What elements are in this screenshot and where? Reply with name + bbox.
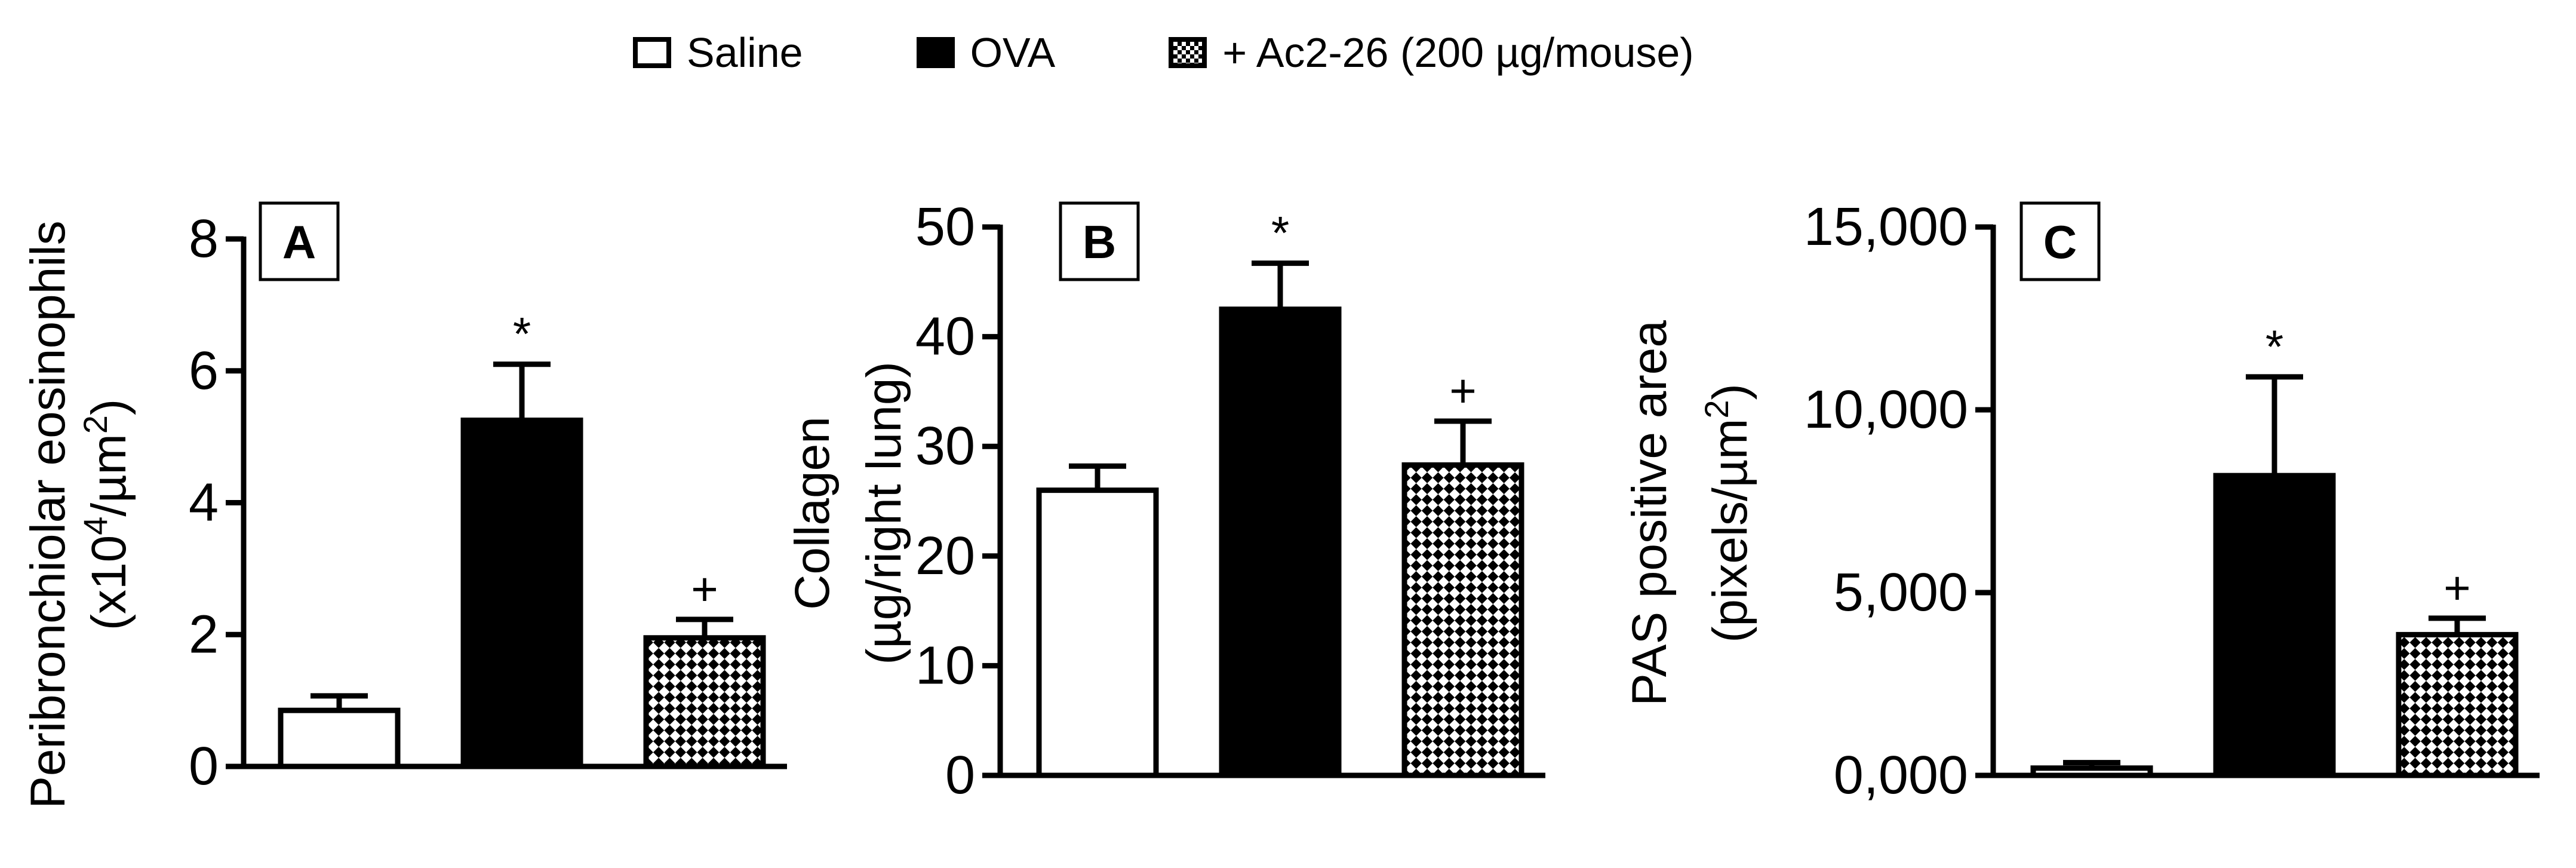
y-label-a-part-1: 4 bbox=[76, 517, 114, 535]
y-label-c-line1: PAS positive area bbox=[1622, 320, 1677, 706]
panel-box-b bbox=[1059, 201, 1140, 281]
panel-label-a: A bbox=[282, 216, 316, 268]
bar-c-0 bbox=[2030, 765, 2153, 778]
bar-b-0 bbox=[1036, 487, 1159, 778]
y-tick-label-a-3: 6 bbox=[189, 341, 219, 401]
y-label-a-part-3: 2 bbox=[76, 415, 114, 434]
panel-box-a bbox=[259, 201, 340, 281]
legend-label-saline: Saline bbox=[687, 29, 803, 76]
y-tick-label-c-2: 10,000 bbox=[1804, 380, 1968, 440]
y-label-c-part-0: (pixels/µm bbox=[1703, 419, 1757, 643]
bar-a-0 bbox=[278, 707, 401, 769]
legend-swatch-saline bbox=[633, 37, 671, 68]
y-tick-label-a-4: 8 bbox=[189, 209, 219, 269]
y-tick-label-b-0: 0 bbox=[945, 746, 975, 805]
y-tick-label-b-4: 40 bbox=[915, 307, 975, 367]
y-label-c-part-4: ) bbox=[1703, 384, 1757, 400]
legend-item-ac2-26: + Ac2-26 (200 µg/mouse) bbox=[1169, 29, 1694, 76]
bar-c-2 bbox=[2396, 631, 2519, 778]
annotation-b-2: + bbox=[1449, 364, 1477, 417]
legend-label-ac2-26: + Ac2-26 (200 µg/mouse) bbox=[1222, 29, 1694, 76]
legend-swatch-ova bbox=[916, 37, 955, 68]
annotation-a-2: + bbox=[691, 563, 718, 615]
legend-label-ova: OVA bbox=[970, 29, 1056, 76]
legend: Saline OVA + Ac2-26 (200 µg/mouse) bbox=[633, 29, 1807, 76]
legend-item-saline: Saline bbox=[633, 29, 803, 76]
y-tick-label-b-2: 20 bbox=[915, 526, 975, 586]
bar-b-2 bbox=[1401, 462, 1524, 778]
y-label-c-part-1: 2 bbox=[1698, 400, 1735, 418]
y-label-c-line2: (pixels/µm2) bbox=[1698, 384, 1758, 643]
y-tick-label-a-2: 4 bbox=[189, 473, 219, 533]
y-label-a-part-2: /µm bbox=[82, 434, 136, 516]
y-tick-label-c-0: 0,000 bbox=[1834, 746, 1968, 805]
y-tick-label-b-1: 10 bbox=[915, 636, 975, 695]
y-label-b-line2: (µg/right lung) bbox=[857, 361, 911, 665]
annotation-c-2: + bbox=[2443, 562, 2471, 614]
bar-c-1 bbox=[2213, 473, 2336, 778]
y-label-a-line1: Peribronchiolar eosinophils bbox=[21, 220, 75, 809]
annotation-a-1: * bbox=[513, 308, 531, 360]
annotation-b-1: * bbox=[1271, 207, 1289, 259]
y-tick-label-a-0: 0 bbox=[189, 737, 219, 796]
panel-label-c: C bbox=[2043, 216, 2077, 268]
bar-a-2 bbox=[643, 635, 766, 769]
y-label-b-line1: Collagen bbox=[785, 416, 840, 610]
bar-b-1 bbox=[1219, 306, 1342, 778]
y-label-a-part-4: ) bbox=[82, 399, 136, 415]
y-tick-label-c-1: 5,000 bbox=[1834, 563, 1968, 622]
y-label-a-part-0: (x10 bbox=[82, 535, 136, 631]
y-label-a-line2: (x104/µm2) bbox=[76, 399, 137, 630]
y-tick-label-c-3: 15,000 bbox=[1804, 197, 1968, 257]
y-tick-label-b-3: 30 bbox=[915, 416, 975, 476]
legend-item-ova: OVA bbox=[916, 29, 1056, 76]
panel-box-c bbox=[2019, 201, 2101, 281]
panel-label-b: B bbox=[1083, 216, 1116, 268]
y-tick-label-b-5: 50 bbox=[915, 197, 975, 257]
annotation-c-1: * bbox=[2265, 320, 2283, 373]
y-tick-label-a-1: 2 bbox=[189, 605, 219, 664]
bar-a-1 bbox=[460, 418, 583, 769]
legend-swatch-ac2-26 bbox=[1169, 37, 1207, 68]
